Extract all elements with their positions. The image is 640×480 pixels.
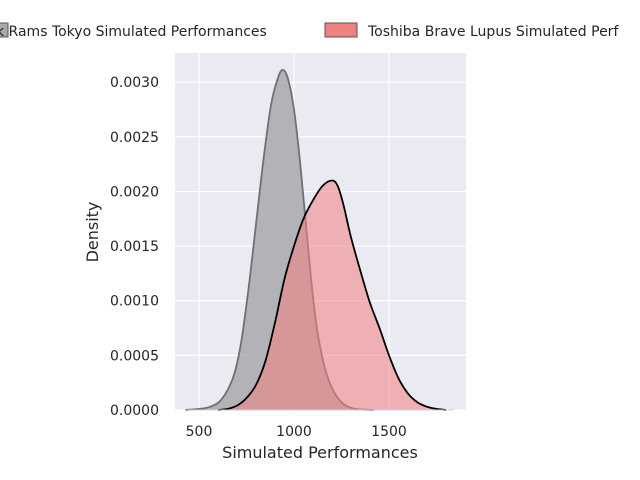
density-area-1 [185,69,374,411]
y-tick-label: 0.0030 [110,75,159,91]
legend-swatch-2 [324,22,358,38]
x-axis-ticks: 500 1000 1500 [186,424,407,440]
legend-label-1: k Rams Tokyo Simulated Performances [0,24,267,40]
y-tick-label: 0.0005 [110,348,159,364]
x-tick-label: 1000 [276,424,312,440]
legend: k Rams Tokyo Simulated Performances Tosh… [0,22,619,40]
y-tick-label: 0.0020 [110,184,159,200]
y-axis-ticks: 0.0000 0.0005 0.0010 0.0015 0.0020 0.0025 0.00… [110,75,159,419]
y-tick-label: 0.0025 [110,130,159,146]
y-axis-label: Density [83,202,102,263]
x-tick-label: 500 [186,424,213,440]
y-tick-label: 0.0000 [110,403,159,419]
legend-swatch-1 [0,22,9,38]
legend-label-2: Toshiba Brave Lupus Simulated Perf [367,24,619,40]
density-line-2 [217,179,447,411]
series-layer [185,68,454,411]
y-tick-label: 0.0015 [110,239,159,255]
x-axis-label: Simulated Performances [222,443,418,462]
density-area-2 [218,180,446,410]
x-tick-label: 1500 [371,424,407,440]
y-tick-label: 0.0010 [110,294,159,310]
